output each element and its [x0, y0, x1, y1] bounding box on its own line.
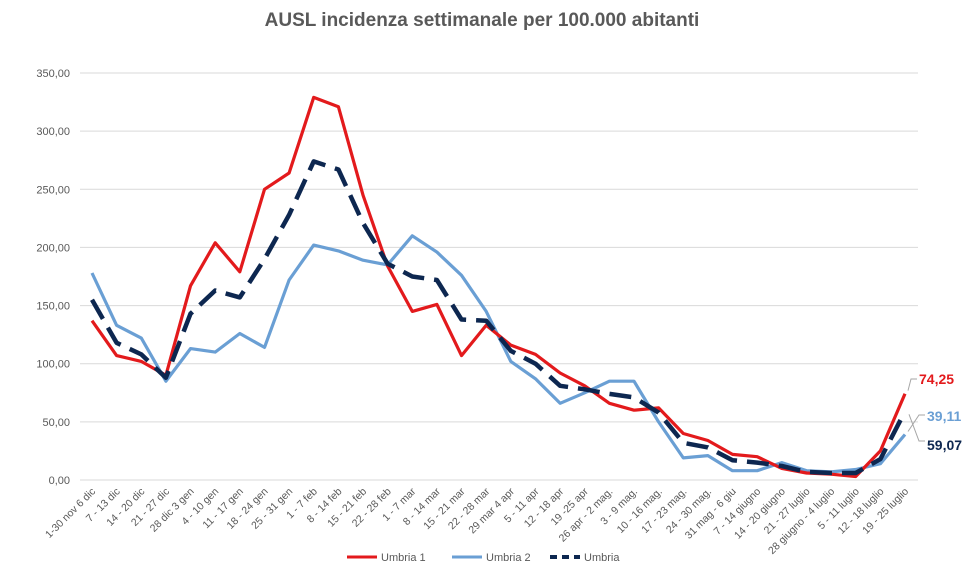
leader-line [908, 379, 917, 391]
y-tick-label: 0,00 [49, 475, 70, 487]
legend-item: Umbria 1 [347, 552, 426, 564]
y-tick-label: 200,00 [36, 242, 70, 254]
y-tick-label: 300,00 [36, 126, 70, 138]
y-axis-ticks: 0,00 50,00 100,00 150,00 200,00 250,00 300,00 3… [36, 68, 70, 487]
y-tick-label: 350,00 [36, 68, 70, 80]
legend-item: Umbria 2 [452, 552, 531, 564]
legend-item: Umbria [550, 552, 620, 564]
gridlines [80, 73, 918, 480]
legend-label: Umbria [584, 552, 620, 564]
y-tick-label: 150,00 [36, 301, 70, 313]
series-line-2 [92, 236, 905, 472]
end-value-label: 39,11 [927, 408, 961, 424]
series-lines [92, 97, 905, 476]
chart-title: AUSL incidenza settimanale per 100.000 a… [265, 10, 700, 31]
y-tick-label: 50,00 [42, 417, 70, 429]
end-value-labels: 74,25 39,11 59,07 [908, 371, 962, 453]
legend: Umbria 1 Umbria 2 Umbria [347, 552, 620, 564]
series-line-3 [92, 161, 905, 473]
legend-label: Umbria 1 [381, 552, 426, 564]
series-line-1 [92, 97, 905, 476]
end-value-label: 59,07 [927, 437, 962, 453]
y-tick-label: 100,00 [36, 359, 70, 371]
end-value-label: 74,25 [919, 371, 954, 387]
y-tick-label: 250,00 [36, 184, 70, 196]
legend-label: Umbria 2 [486, 552, 531, 564]
